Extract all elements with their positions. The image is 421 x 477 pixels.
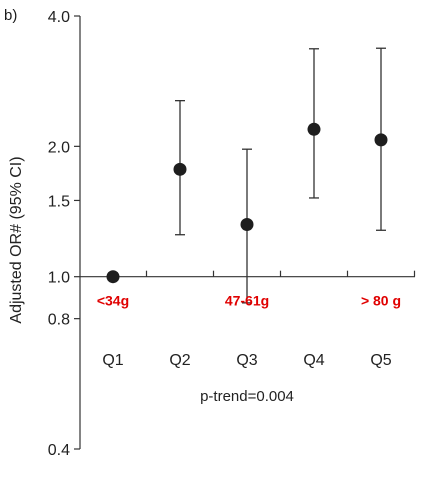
y-tick-label: 1.0 bbox=[48, 270, 70, 287]
y-tick-label: 2.0 bbox=[48, 139, 70, 156]
point-q5 bbox=[374, 133, 388, 147]
category-label-q5: Q5 bbox=[370, 352, 391, 369]
annotations: <34g 47-61g > 80 g bbox=[97, 293, 401, 309]
y-tick-label: 0.8 bbox=[48, 312, 70, 329]
category-labels: Q1 Q2 Q3 Q4 Q5 bbox=[102, 352, 391, 369]
data-points bbox=[106, 122, 388, 284]
point-q2 bbox=[173, 162, 187, 176]
y-tick-label: 4.0 bbox=[48, 9, 70, 26]
point-q1 bbox=[106, 270, 120, 284]
y-tick-label: 0.4 bbox=[48, 442, 70, 459]
annotation-q3: 47-61g bbox=[225, 293, 269, 309]
y-tick-label: 1.5 bbox=[48, 193, 70, 210]
category-label-q2: Q2 bbox=[169, 352, 190, 369]
point-q3 bbox=[240, 217, 254, 231]
y-ticks: 0.4 0.8 1.0 1.5 2.0 4.0 bbox=[48, 9, 80, 459]
point-q4 bbox=[307, 122, 321, 136]
category-label-q1: Q1 bbox=[102, 352, 123, 369]
annotation-q5: > 80 g bbox=[361, 293, 401, 309]
panel-label: b) bbox=[4, 7, 17, 24]
y-axis-title: Adjusted OR# (95% CI) bbox=[8, 156, 25, 323]
error-bars bbox=[175, 47, 386, 304]
category-label-q4: Q4 bbox=[303, 352, 324, 369]
p-trend-note: p-trend=0.004 bbox=[200, 388, 294, 405]
annotation-q1: <34g bbox=[97, 293, 129, 309]
y-axis-title-group: Adjusted OR# (95% CI) bbox=[8, 156, 25, 323]
category-label-q3: Q3 bbox=[236, 352, 257, 369]
